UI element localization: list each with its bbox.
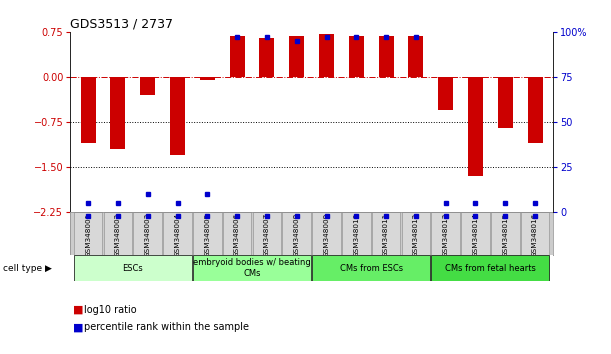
Text: percentile rank within the sample: percentile rank within the sample [84, 322, 249, 332]
Bar [498, 77, 513, 128]
Bar [408, 36, 423, 77]
Text: embryoid bodies w/ beating
CMs: embryoid bodies w/ beating CMs [193, 258, 311, 278]
Bar [133, 212, 162, 255]
Bar [468, 77, 483, 176]
Text: GSM348003: GSM348003 [145, 212, 151, 257]
Bar [230, 36, 244, 77]
Bar [319, 34, 334, 77]
Bar [431, 255, 549, 281]
Bar [312, 255, 430, 281]
Bar [372, 212, 400, 255]
Bar [141, 77, 155, 95]
Text: GSM348015: GSM348015 [502, 212, 508, 257]
Bar [521, 212, 549, 255]
Text: ■: ■ [73, 322, 84, 332]
Text: GSM348013: GSM348013 [443, 212, 448, 257]
Bar [349, 36, 364, 77]
Bar [342, 212, 371, 255]
Text: GSM348012: GSM348012 [413, 212, 419, 257]
Text: GSM348008: GSM348008 [294, 212, 300, 257]
Text: GSM348004: GSM348004 [175, 212, 180, 257]
Text: ■: ■ [73, 305, 84, 315]
Text: GSM348001: GSM348001 [85, 212, 91, 257]
Bar [289, 36, 304, 77]
Bar [111, 77, 125, 149]
Bar [170, 77, 185, 155]
Bar [74, 255, 192, 281]
Bar [312, 212, 341, 255]
Text: GSM348005: GSM348005 [204, 212, 210, 257]
Text: CMs from fetal hearts: CMs from fetal hearts [445, 264, 536, 273]
Text: GSM348006: GSM348006 [234, 212, 240, 257]
Bar [401, 212, 430, 255]
Text: GSM348016: GSM348016 [532, 212, 538, 257]
Bar [379, 36, 393, 77]
Text: GSM348009: GSM348009 [323, 212, 329, 257]
Bar [282, 212, 311, 255]
Bar [223, 212, 251, 255]
Bar [104, 212, 132, 255]
Text: GSM348010: GSM348010 [353, 212, 359, 257]
Bar [491, 212, 519, 255]
Bar [193, 212, 222, 255]
Text: GDS3513 / 2737: GDS3513 / 2737 [70, 18, 174, 31]
Text: ESCs: ESCs [122, 264, 143, 273]
Bar [200, 77, 215, 80]
Bar [438, 77, 453, 110]
Bar [252, 212, 281, 255]
Text: CMs from ESCs: CMs from ESCs [340, 264, 403, 273]
Bar [81, 77, 95, 143]
Bar [528, 77, 543, 143]
Bar [163, 212, 192, 255]
Bar [74, 212, 103, 255]
Bar [260, 38, 274, 77]
Bar [461, 212, 490, 255]
Text: GSM348002: GSM348002 [115, 212, 121, 257]
Bar [193, 255, 311, 281]
Text: GSM348014: GSM348014 [472, 212, 478, 257]
Text: log10 ratio: log10 ratio [84, 305, 136, 315]
Text: GSM348011: GSM348011 [383, 212, 389, 257]
Text: GSM348007: GSM348007 [264, 212, 270, 257]
Text: cell type ▶: cell type ▶ [3, 264, 52, 273]
Bar [431, 212, 460, 255]
